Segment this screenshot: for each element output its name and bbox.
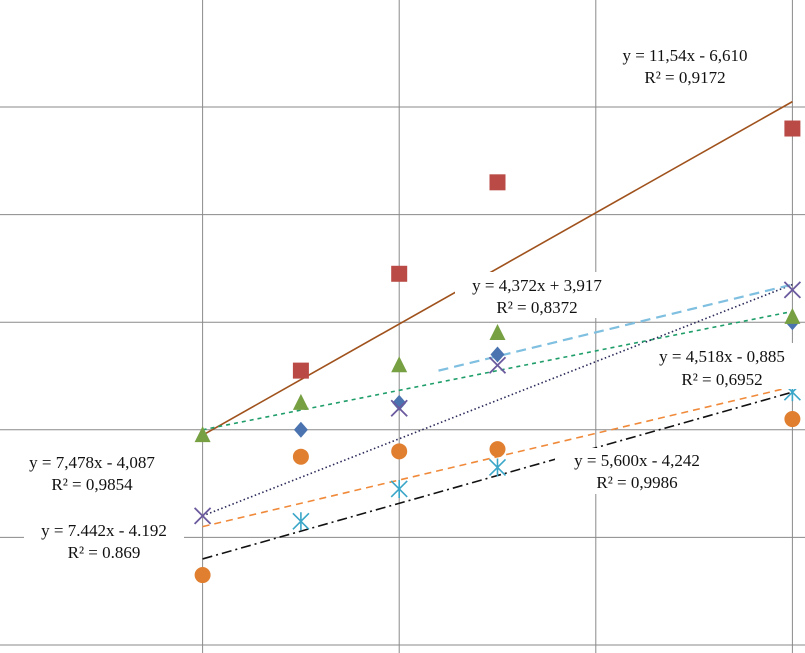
data-point-series-3-1 — [194, 426, 211, 443]
trend-r2-series-6: R² = 0.869 — [68, 543, 141, 562]
label-background — [24, 518, 184, 564]
data-point-series-1-2 — [392, 394, 407, 411]
data-point-series-1-1 — [293, 421, 308, 438]
trend-equation-series-6: y = 7.442x - 4.192 — [41, 521, 167, 540]
data-point-series-6-3 — [391, 443, 408, 460]
label-background — [642, 343, 805, 389]
data-point-series-2-3 — [489, 174, 506, 191]
trend-label-series-4: y = 7,478x - 4,087 R² = 0,9854 — [12, 450, 172, 496]
data-point-series-4-4 — [783, 281, 802, 299]
data-point-series-5-1 — [292, 512, 310, 531]
data-point-series-6-4 — [489, 441, 506, 458]
trend-r2-series-4: R² = 0,9854 — [51, 475, 133, 494]
trend-label-series-7: y = 4,518x - 0,885 R² = 0,6952 — [642, 343, 805, 389]
label-background — [455, 272, 617, 318]
trend-equation-series-3: y = 4,372x + 3,917 — [472, 276, 602, 295]
trend-r2-series-7: R² = 0,6952 — [681, 370, 762, 389]
trend-label-series-2: y = 11,54x - 6,610 R² = 0,9172 — [622, 46, 747, 87]
trend-equation-series-2: y = 11,54x - 6,610 — [622, 46, 747, 65]
trend-label-series-6: y = 7.442x - 4.192 R² = 0.869 — [24, 518, 184, 564]
data-point-series-4-1 — [193, 507, 212, 525]
trendline-series-7 — [438, 283, 793, 372]
data-point-series-4-3 — [488, 356, 507, 374]
data-point-series-1-3 — [490, 346, 505, 363]
trend-label-series-3: y = 4,372x + 3,917 R² = 0,8372 — [455, 272, 617, 318]
trend-equation-series-5: y = 5,600x - 4,242 — [574, 451, 700, 470]
trend-r2-series-2: R² = 0,9172 — [644, 68, 725, 87]
trend-label-series-5: y = 5,600x - 4,242 R² = 0,9986 — [555, 448, 720, 494]
trend-r2-series-3: R² = 0,8372 — [496, 298, 577, 317]
data-point-series-3-3 — [391, 356, 408, 373]
data-point-series-6-5 — [784, 411, 801, 428]
data-point-series-4-2 — [390, 399, 408, 417]
trendline-series-4 — [202, 283, 793, 517]
label-background — [12, 450, 172, 496]
data-point-series-2-1 — [292, 362, 309, 379]
label-background — [555, 448, 720, 494]
data-point-series-3-5 — [784, 307, 801, 324]
data-point-series-6-1 — [194, 567, 211, 584]
trend-equation-series-7: y = 4,518x - 0,885 — [659, 347, 785, 366]
data-point-series-5-3 — [488, 458, 507, 477]
data-point-series-3-2 — [292, 393, 309, 410]
trend-equation-series-4: y = 7,478x - 4,087 — [29, 453, 155, 472]
data-point-series-3-4 — [489, 323, 506, 340]
data-point-series-2-2 — [391, 265, 408, 282]
data-point-series-6-2 — [292, 448, 309, 465]
trendline-series-2 — [202, 100, 793, 436]
data-points — [193, 120, 802, 584]
data-point-series-2-4 — [784, 120, 801, 137]
trend-r2-series-5: R² = 0,9986 — [596, 473, 677, 492]
data-point-series-5-2 — [390, 479, 408, 498]
